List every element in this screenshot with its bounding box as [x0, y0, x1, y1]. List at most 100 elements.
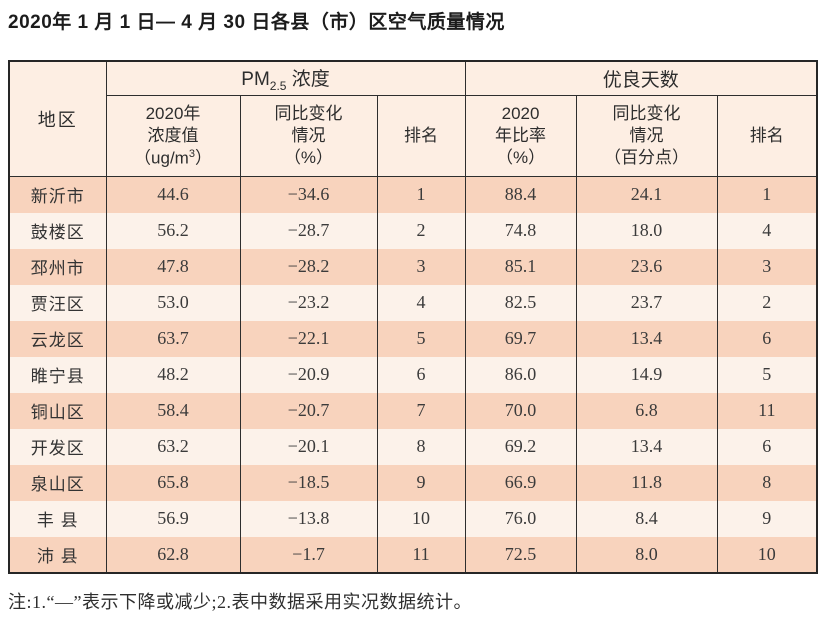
- pm-value-cell: 65.8: [105, 464, 241, 501]
- days-rank-cell: 2: [716, 284, 818, 321]
- unit-superscript: 3: [188, 147, 195, 160]
- pm-rank-cell: 2: [376, 212, 466, 249]
- days-rank-header: 排名: [716, 95, 818, 177]
- table-header: 地区 PM2.5 浓度 优良天数 2020年 浓度值 （ug/m3） 同比变化 …: [8, 60, 818, 177]
- table-row: 新沂市 44.6 −34.6 1 88.4 24.1 1: [8, 176, 818, 213]
- table-row: 邳州市 47.8 −28.2 3 85.1 23.6 3: [8, 248, 818, 285]
- pm-value-header: 2020年 浓度值 （ug/m3）: [105, 95, 241, 177]
- region-cell: 鼓楼区: [8, 212, 107, 249]
- pm-change-header: 同比变化 情况 （%）: [239, 95, 378, 177]
- page-title: 2020年 1 月 1 日— 4 月 30 日各县（市）区空气质量情况: [8, 12, 505, 33]
- region-column-header: 地区: [8, 60, 107, 177]
- pm-change-cell: −20.1: [239, 428, 378, 465]
- days-ratio-cell: 66.9: [464, 464, 577, 501]
- days-rank-cell: 3: [716, 248, 818, 285]
- region-cell: 铜山区: [8, 392, 107, 429]
- days-ratio-cell: 69.7: [464, 320, 577, 357]
- pm-value-cell: 63.7: [105, 320, 241, 357]
- pm-rank-cell: 6: [376, 356, 466, 393]
- pm-value-cell: 47.8: [105, 248, 241, 285]
- pm-subscript: 2.5: [269, 78, 287, 93]
- region-cell: 开发区: [8, 428, 107, 465]
- pm-value-cell: 56.9: [105, 500, 241, 537]
- region-cell: 泉山区: [8, 464, 107, 501]
- pm-rank-cell: 1: [376, 176, 466, 213]
- region-cell: 睢宁县: [8, 356, 107, 393]
- days-ratio-cell: 72.5: [464, 536, 577, 573]
- pm-rank-cell: 4: [376, 284, 466, 321]
- table-row: 泉山区 65.8 −18.5 9 66.9 11.8 8: [8, 464, 818, 501]
- days-rank-cell: 4: [716, 212, 818, 249]
- air-quality-table: 地区 PM2.5 浓度 优良天数 2020年 浓度值 （ug/m3） 同比变化 …: [8, 60, 819, 574]
- days-ratio-cell: 69.2: [464, 428, 577, 465]
- days-change-cell: 23.7: [575, 284, 718, 321]
- days-change-cell: 14.9: [575, 356, 718, 393]
- table-row: 贾汪区 53.0 −23.2 4 82.5 23.7 2: [8, 284, 818, 321]
- days-change-cell: 18.0: [575, 212, 718, 249]
- table-body: 新沂市 44.6 −34.6 1 88.4 24.1 1 鼓楼区 56.2 −28.7 2 74.8 1…: [8, 176, 818, 573]
- days-rank-cell: 1: [716, 176, 818, 213]
- days-change-cell: 6.8: [575, 392, 718, 429]
- days-rank-cell: 10: [716, 536, 818, 573]
- days-ratio-cell: 82.5: [464, 284, 577, 321]
- pm-change-cell: −18.5: [239, 464, 378, 501]
- region-cell: 沛 县: [8, 536, 107, 573]
- pm-change-cell: −20.7: [239, 392, 378, 429]
- region-cell: 新沂市: [8, 176, 107, 213]
- pm-label: PM: [241, 69, 270, 91]
- pm-value-cell: 58.4: [105, 392, 241, 429]
- pm-change-cell: −34.6: [239, 176, 378, 213]
- days-rank-cell: 9: [716, 500, 818, 537]
- good-days-group-header: 优良天数: [464, 60, 818, 96]
- pm-change-cell: −23.2: [239, 284, 378, 321]
- header-sub-row: 2020年 浓度值 （ug/m3） 同比变化 情况 （%） 排名 2020 年比…: [9, 95, 818, 177]
- pm-value-cell: 63.2: [105, 428, 241, 465]
- pm-change-cell: −20.9: [239, 356, 378, 393]
- days-change-cell: 13.4: [575, 428, 718, 465]
- pm-value-cell: 44.6: [105, 176, 241, 213]
- pm-value-cell: 56.2: [105, 212, 241, 249]
- table-row: 鼓楼区 56.2 −28.7 2 74.8 18.0 4: [8, 212, 818, 249]
- pm-change-cell: −28.2: [239, 248, 378, 285]
- days-change-header: 同比变化 情况 （百分点）: [575, 95, 718, 177]
- pm-rank-cell: 9: [376, 464, 466, 501]
- pm-change-cell: −22.1: [239, 320, 378, 357]
- region-cell: 贾汪区: [8, 284, 107, 321]
- days-ratio-cell: 74.8: [464, 212, 577, 249]
- days-ratio-cell: 86.0: [464, 356, 577, 393]
- pm-rank-cell: 3: [376, 248, 466, 285]
- days-ratio-cell: 85.1: [464, 248, 577, 285]
- days-change-cell: 8.0: [575, 536, 718, 573]
- header-group-row: 地区 PM2.5 浓度 优良天数: [8, 60, 818, 177]
- pm-rank-cell: 5: [376, 320, 466, 357]
- table-row: 睢宁县 48.2 −20.9 6 86.0 14.9 5: [8, 356, 818, 393]
- region-cell: 丰 县: [8, 500, 107, 537]
- days-change-cell: 8.4: [575, 500, 718, 537]
- days-rank-cell: 8: [716, 464, 818, 501]
- pm25-group-header: PM2.5 浓度: [105, 60, 466, 96]
- table-row: 沛 县 62.8 −1.7 11 72.5 8.0 10: [8, 536, 818, 573]
- days-rank-cell: 6: [716, 428, 818, 465]
- pm-value-cell: 62.8: [105, 536, 241, 573]
- region-cell: 邳州市: [8, 248, 107, 285]
- pm-rank-cell: 7: [376, 392, 466, 429]
- days-ratio-cell: 88.4: [464, 176, 577, 213]
- pm-value-cell: 53.0: [105, 284, 241, 321]
- table-row: 丰 县 56.9 −13.8 10 76.0 8.4 9: [8, 500, 818, 537]
- days-change-cell: 23.6: [575, 248, 718, 285]
- region-cell: 云龙区: [8, 320, 107, 357]
- days-change-cell: 11.8: [575, 464, 718, 501]
- pm-rank-header: 排名: [376, 95, 466, 177]
- footnote: 注:1.“—”表示下降或减少;2.表中数据采用实况数据统计。: [8, 592, 472, 612]
- table-row: 云龙区 63.7 −22.1 5 69.7 13.4 6: [8, 320, 818, 357]
- table-row: 铜山区 58.4 −20.7 7 70.0 6.8 11: [8, 392, 818, 429]
- table-row: 开发区 63.2 −20.1 8 69.2 13.4 6: [8, 428, 818, 465]
- pm-change-cell: −28.7: [239, 212, 378, 249]
- days-change-cell: 24.1: [575, 176, 718, 213]
- days-ratio-cell: 76.0: [464, 500, 577, 537]
- pm-rank-cell: 11: [376, 536, 466, 573]
- pm-label-rest: 浓度: [286, 69, 330, 91]
- days-ratio-header: 2020 年比率 （%）: [464, 95, 577, 177]
- pm-rank-cell: 8: [376, 428, 466, 465]
